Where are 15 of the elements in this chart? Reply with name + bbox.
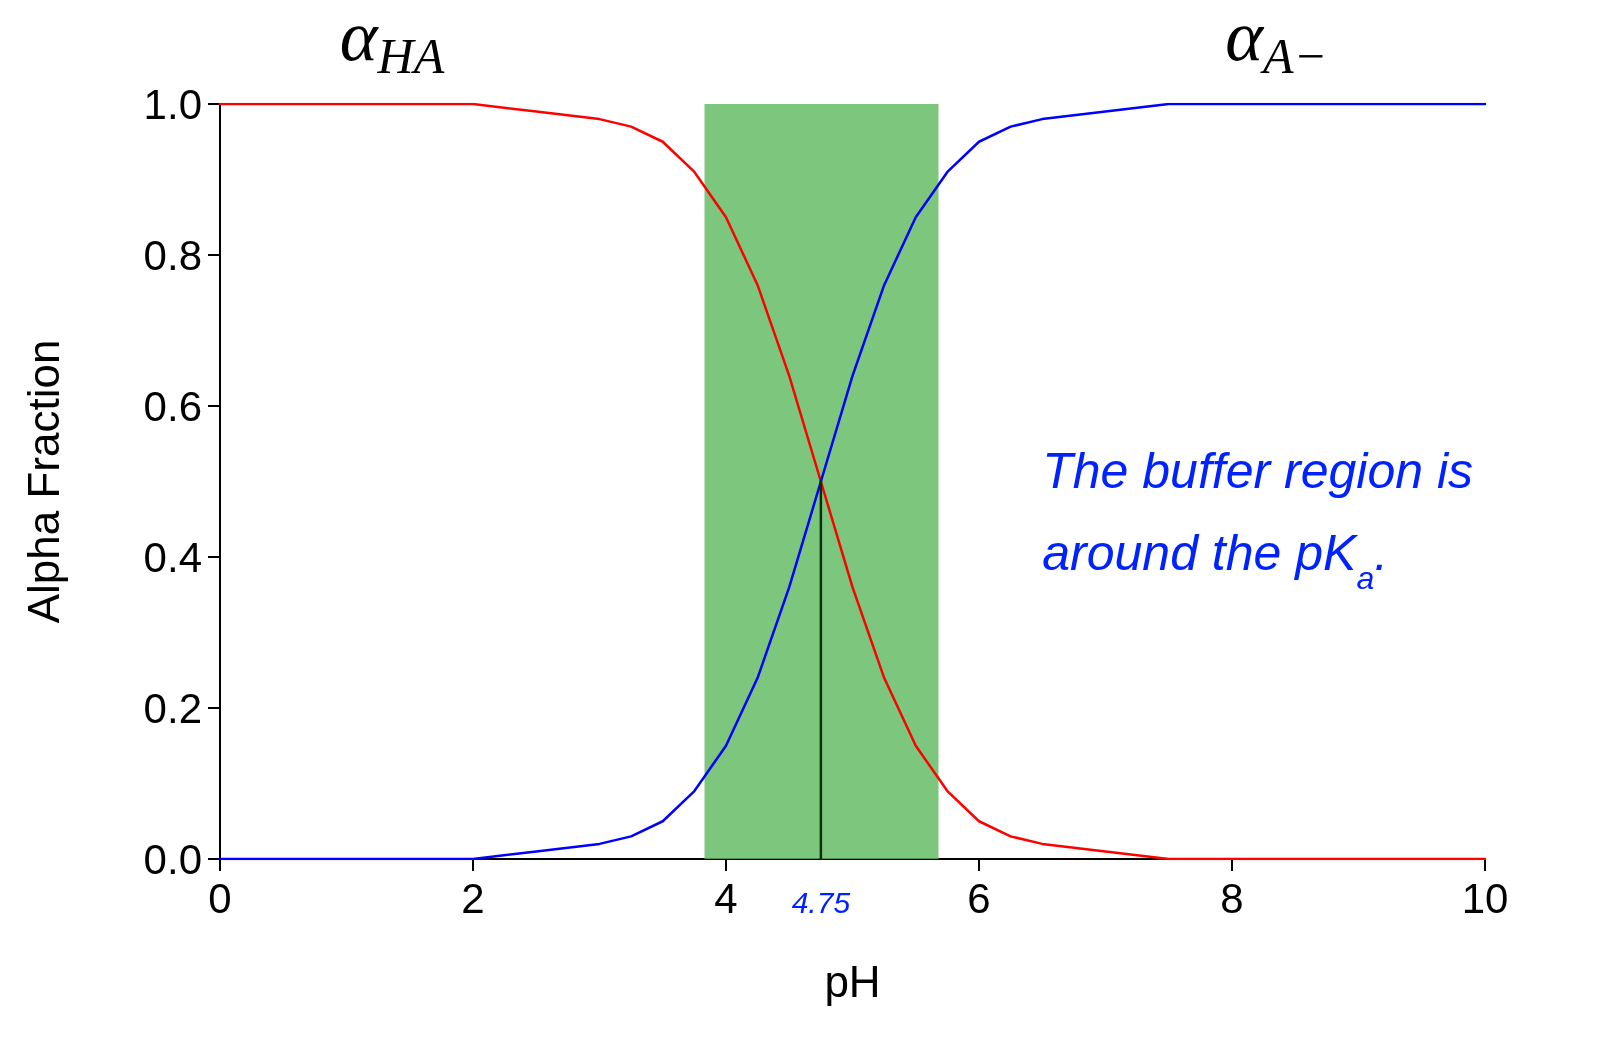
x-tick-label: 8 [1220,874,1244,922]
y-tick-label: 0.8 [143,231,202,279]
y-tick-label: 0.2 [143,684,202,732]
x-axis-title: pH [824,956,881,1006]
x-tick-label: 10 [1461,874,1509,922]
annotation: 4.75 [791,885,851,919]
y-tick-label: 0.6 [143,382,202,430]
y-tick-label: 0.0 [143,835,202,883]
x-tick-label: 4 [714,874,738,922]
y-tick-label: 1.0 [143,80,202,128]
y-tick-label: 0.4 [143,533,202,581]
x-tick-label: 6 [967,874,991,922]
x-tick-label: 0 [208,874,232,922]
x-tick-label: 2 [461,874,485,922]
y-axis-title: Alpha Fraction [18,339,68,624]
